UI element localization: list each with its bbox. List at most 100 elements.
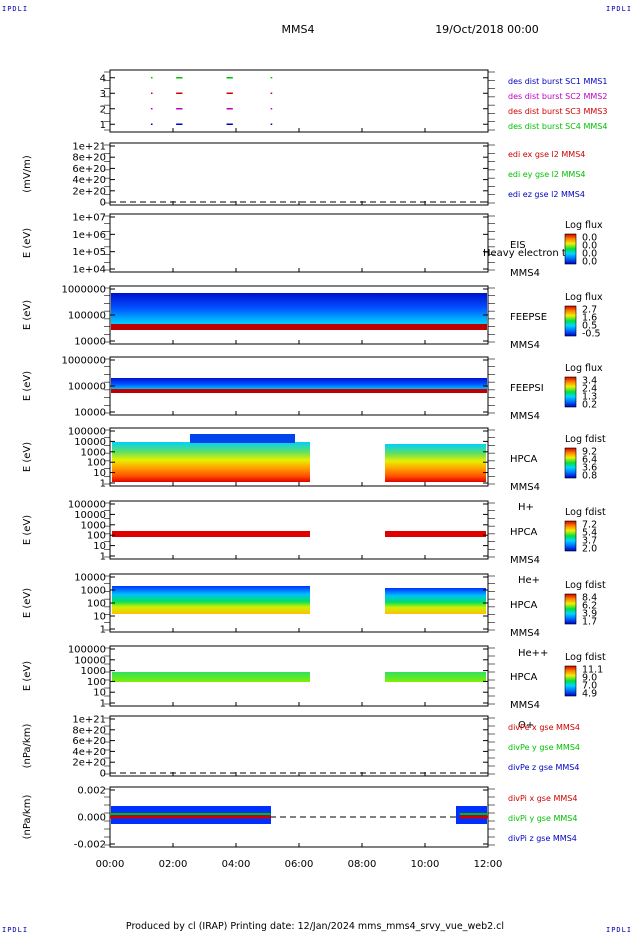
- colorbar-tick-label: 9.2: [582, 447, 597, 458]
- y-axis-label: E (eV): [22, 661, 33, 691]
- panel-frame-edi: [109, 142, 489, 206]
- series-legend-label: edi ey gse l2 MMS4: [508, 170, 586, 179]
- hpca-o-spectrogram-segment-2: [385, 672, 486, 682]
- y-tick-label: 1: [100, 552, 106, 563]
- y-tick-label: 100000: [68, 427, 106, 438]
- y-tick-label: 6e+20: [72, 164, 106, 175]
- species-label: O+: [518, 720, 534, 731]
- y-tick-label: 0: [100, 769, 106, 780]
- colorbar-tick-label: 3.4: [582, 376, 597, 387]
- y-tick-label: 100: [87, 677, 106, 688]
- colorbar-tick-label: 5.4: [582, 528, 597, 539]
- y-tick-label: 1000000: [61, 285, 106, 296]
- colorbar-tick-label: 7.0: [582, 681, 597, 692]
- spacecraft-label: MMS4: [510, 628, 540, 639]
- hpca-h-high-energy-patch: [190, 434, 295, 443]
- y-axis-label: (nPa/km): [22, 795, 33, 840]
- y-tick-label: 1000: [81, 520, 106, 531]
- y-tick-label: 6e+20: [72, 736, 106, 747]
- colorbar-tick-label: -0.5: [582, 329, 601, 340]
- feeps-ion-spectrogram: [111, 378, 487, 391]
- y-tick-label: 1e+21: [72, 142, 106, 153]
- colorbar-tick-label: 8.4: [582, 593, 597, 604]
- y-tick-label: 1e+21: [72, 715, 106, 726]
- hpca-hepp-spectrogram-segment-2: [385, 588, 486, 614]
- y-tick-label: 8e+20: [72, 153, 106, 164]
- y-tick-label: 10: [93, 468, 106, 479]
- y-tick-label: 1: [100, 699, 106, 710]
- spacecraft-label: MMS4: [510, 482, 540, 493]
- colorbar: [564, 376, 577, 408]
- y-axis-label: (mV/m): [22, 155, 33, 193]
- species-label: He+: [518, 575, 540, 586]
- time-tick-label: 04:00: [222, 859, 251, 870]
- colorbar: [564, 665, 577, 697]
- series-legend-label: des dist burst SC4 MMS4: [508, 122, 607, 131]
- y-tick-label: 2e+20: [72, 186, 106, 197]
- feeps-electron-spectrogram: [111, 293, 487, 326]
- colorbar-tick-label: 4.9: [582, 689, 597, 700]
- panel-frame-eis: [109, 213, 489, 273]
- series-legend-label: divPi x gse MMS4: [508, 794, 577, 803]
- y-tick-label: 3: [100, 89, 106, 100]
- series-legend-label: des dist burst SC2 MMS2: [508, 92, 607, 101]
- y-axis-label: E (eV): [22, 371, 33, 401]
- y-tick-label: 10000: [74, 408, 106, 419]
- y-tick-label: 0.000: [77, 813, 106, 824]
- series-legend-label: divPi y gse MMS4: [508, 814, 577, 823]
- hpca-h-spectrogram-segment-2: [385, 444, 486, 482]
- colorbar: [564, 305, 577, 337]
- y-tick-label: 4e+20: [72, 747, 106, 758]
- colorbar-title: Log fdist: [565, 507, 606, 518]
- colorbar-tick-label: 3.9: [582, 609, 597, 620]
- y-tick-label: 8e+20: [72, 725, 106, 736]
- y-tick-label: 100: [87, 599, 106, 610]
- y-axis-label: E (eV): [22, 515, 33, 545]
- colorbar: [564, 520, 577, 552]
- colorbar-tick-label: 1.3: [582, 392, 597, 403]
- y-tick-label: 2: [100, 104, 106, 115]
- plot-title: MMS4: [282, 23, 315, 36]
- colorbar-tick-label: 0.8: [582, 471, 597, 482]
- colorbar-title: Log flux: [565, 363, 603, 374]
- y-tick-label: 1: [100, 479, 106, 490]
- series-legend-label: des dist burst SC1 MMS1: [508, 77, 607, 86]
- y-axis-label: E (eV): [22, 442, 33, 472]
- corner-label-top-left: IPDLI: [2, 5, 28, 13]
- series-legend-label: divPi z gse MMS4: [508, 834, 577, 843]
- overlay-label: Heavy electron tof: [483, 248, 576, 259]
- y-tick-label: 0: [100, 198, 106, 209]
- y-tick-label: 10000: [74, 573, 106, 584]
- plot-date: 19/Oct/2018 00:00: [435, 23, 539, 36]
- spacecraft-label: MMS4: [510, 700, 540, 711]
- corner-label-bottom-left: IPDLI: [2, 926, 28, 934]
- y-tick-label: 1000: [81, 586, 106, 597]
- colorbar-tick-label: 0.5: [582, 321, 597, 332]
- panel-frame-des-burst: [109, 69, 489, 133]
- colorbar-title: Log fdist: [565, 434, 606, 445]
- instrument-label: HPCA: [510, 672, 538, 683]
- colorbar: [564, 233, 577, 265]
- y-tick-label: 1e+07: [72, 213, 106, 224]
- colorbar-title: Log flux: [565, 292, 603, 303]
- time-tick-label: 00:00: [96, 859, 125, 870]
- y-tick-label: 1000: [81, 447, 106, 458]
- y-tick-label: 10000: [74, 337, 106, 348]
- colorbar-tick-label: 0.0: [582, 249, 597, 260]
- y-tick-label: 100000: [68, 645, 106, 656]
- y-tick-label: 1e+06: [72, 230, 106, 241]
- y-tick-label: 0.002: [77, 786, 106, 797]
- instrument-label: FEEPSI: [510, 383, 544, 394]
- colorbar-tick-label: 3.7: [582, 536, 597, 547]
- series-legend-label: edi ex gse l2 MMS4: [508, 150, 585, 159]
- series-legend-label: des dist burst SC3 MMS3: [508, 107, 607, 116]
- colorbar-tick-label: 2.0: [582, 544, 597, 555]
- y-axis-label: E (eV): [22, 588, 33, 618]
- time-tick-label: 06:00: [285, 859, 314, 870]
- colorbar-tick-label: 1.7: [582, 617, 597, 628]
- colorbar: [564, 593, 577, 625]
- colorbar-tick-label: 3.6: [582, 463, 597, 474]
- colorbar-tick-label: 7.2: [582, 520, 597, 531]
